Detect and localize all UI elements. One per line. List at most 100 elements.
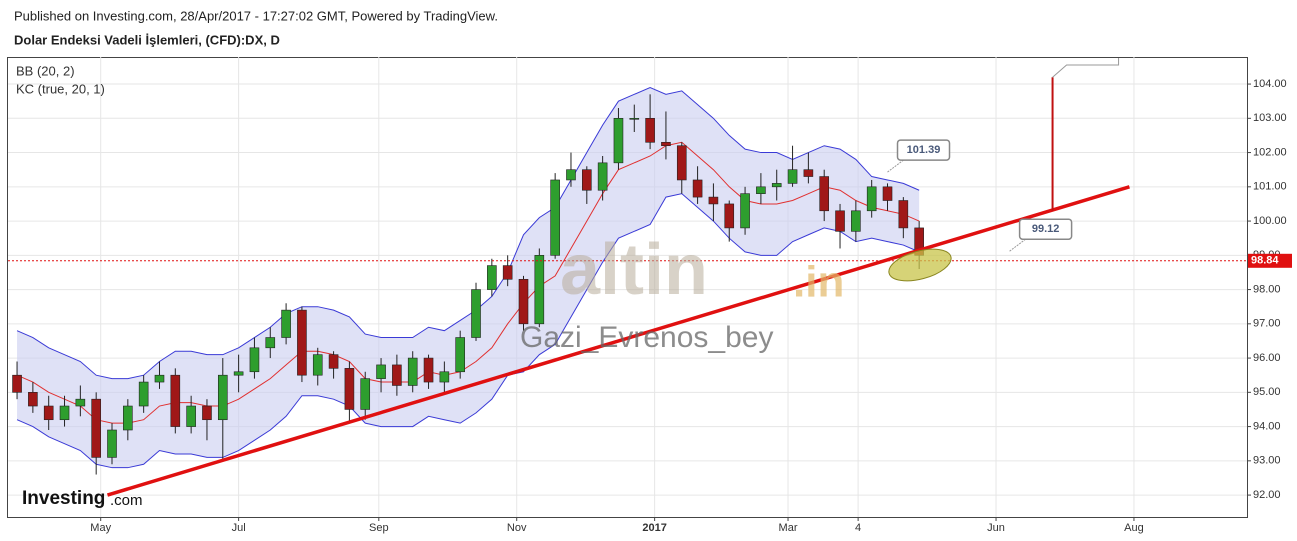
y-tick-label: 92.00 <box>1253 489 1281 501</box>
candle-body <box>91 398 101 458</box>
candle-body <box>771 183 782 188</box>
x-tick-label: 4 <box>855 522 861 534</box>
y-tick-label: 103.00 <box>1253 112 1287 124</box>
candle-body <box>75 398 86 407</box>
price-label: 98.84 <box>1251 255 1279 267</box>
candle-body <box>407 357 418 386</box>
trend-line <box>106 185 1130 497</box>
candle-body <box>170 374 181 427</box>
y-tick-label: 97.00 <box>1253 318 1281 330</box>
band-lower <box>16 193 920 469</box>
candle-body <box>423 357 434 383</box>
candle-body <box>328 354 339 369</box>
candle-body <box>803 169 814 177</box>
band-upper <box>16 86 920 380</box>
y-tick-label: 95.00 <box>1253 386 1281 398</box>
candle-body <box>297 309 307 376</box>
candle-body <box>59 405 70 421</box>
brand-suffix: .com <box>110 492 143 509</box>
watermark-suffix: .in <box>793 258 844 307</box>
y-tick-label: 100.00 <box>1253 215 1287 227</box>
x-tick-label: Mar <box>779 522 798 534</box>
callout-pointer <box>887 159 904 173</box>
brand-logo: Investing <box>22 488 105 509</box>
x-tick-label: 2017 <box>642 522 666 534</box>
candle-body <box>835 210 845 232</box>
plot-area: 101.39 99.12 <box>8 57 1247 517</box>
y-tick-label: 93.00 <box>1253 455 1281 467</box>
y-tick-label: 96.00 <box>1253 352 1281 364</box>
x-tick-label: Sep <box>369 522 389 534</box>
legend-entry: BB (20, 2) <box>16 63 75 78</box>
candle-body <box>645 118 655 143</box>
y-tick-label: 98.00 <box>1253 283 1281 295</box>
x-tick-label: May <box>90 522 111 534</box>
y-tick-label: 102.00 <box>1253 146 1287 158</box>
candle-body <box>107 429 117 458</box>
y-tick-label: 94.00 <box>1253 420 1281 432</box>
candle-body <box>233 371 244 376</box>
band-fill <box>17 87 920 468</box>
candle-body <box>676 145 687 181</box>
plot-frame <box>7 57 1248 518</box>
candle-body <box>344 368 355 410</box>
callout-label: 101.39 <box>907 144 941 156</box>
candle-body <box>217 374 228 421</box>
candle-body <box>376 364 386 379</box>
callout-pointer <box>1009 238 1026 252</box>
candle-body <box>43 405 54 421</box>
candle-body <box>360 378 371 410</box>
x-tick-label: Jun <box>987 522 1005 534</box>
callout-box <box>896 139 951 161</box>
candle-body <box>281 309 291 338</box>
candle-body <box>661 141 671 147</box>
candle-body <box>534 255 545 325</box>
candle-body <box>265 337 276 349</box>
highlight-ellipse <box>888 248 952 282</box>
candle-body <box>724 203 735 229</box>
candle-body <box>392 364 402 386</box>
target-callout <box>1052 58 1120 78</box>
candle-body <box>882 186 893 201</box>
y-tick-label: 104.00 <box>1253 78 1287 90</box>
candle-body <box>692 179 703 198</box>
price-badge <box>1248 253 1292 268</box>
watermark-author: Gazi_Evrenos_bey <box>520 321 773 354</box>
x-tick-label: Aug <box>1124 522 1144 534</box>
candle-body <box>312 354 323 376</box>
candle-body <box>740 193 750 229</box>
candle-body <box>138 381 149 407</box>
candle-body <box>12 374 22 393</box>
candle-body <box>487 265 497 290</box>
candle-body <box>502 265 513 280</box>
published-note: Published on Investing.com, 28/Apr/2017 … <box>14 8 498 23</box>
candle-body <box>851 210 861 232</box>
band-basis <box>16 141 920 424</box>
candle-body <box>518 278 529 325</box>
candle-body <box>787 169 798 184</box>
candle-body <box>613 118 624 164</box>
candle-body <box>898 200 909 229</box>
callout-box <box>1018 218 1073 240</box>
candle-body <box>455 337 465 373</box>
candle-body <box>708 196 719 205</box>
watermark-site: altin <box>560 230 708 310</box>
x-tick-label: Nov <box>507 522 527 534</box>
candle-body <box>28 392 38 407</box>
x-tick-label: Jul <box>232 522 246 534</box>
candle-body <box>866 186 877 212</box>
candle-body <box>582 169 592 191</box>
candle-body <box>756 186 766 194</box>
candle-body <box>550 179 560 256</box>
candle-body <box>154 374 165 383</box>
candle-body <box>597 162 608 191</box>
candle-body <box>629 118 640 120</box>
candle-body <box>566 169 576 181</box>
callout-label: 99.12 <box>1032 223 1060 235</box>
candle-body <box>123 405 133 431</box>
y-tick-label: 101.00 <box>1253 181 1287 193</box>
candle-body <box>439 371 450 383</box>
symbol-title: Dolar Endeksi Vadeli İşlemleri, (CFD):DX… <box>14 32 280 47</box>
candle-body <box>471 289 481 338</box>
